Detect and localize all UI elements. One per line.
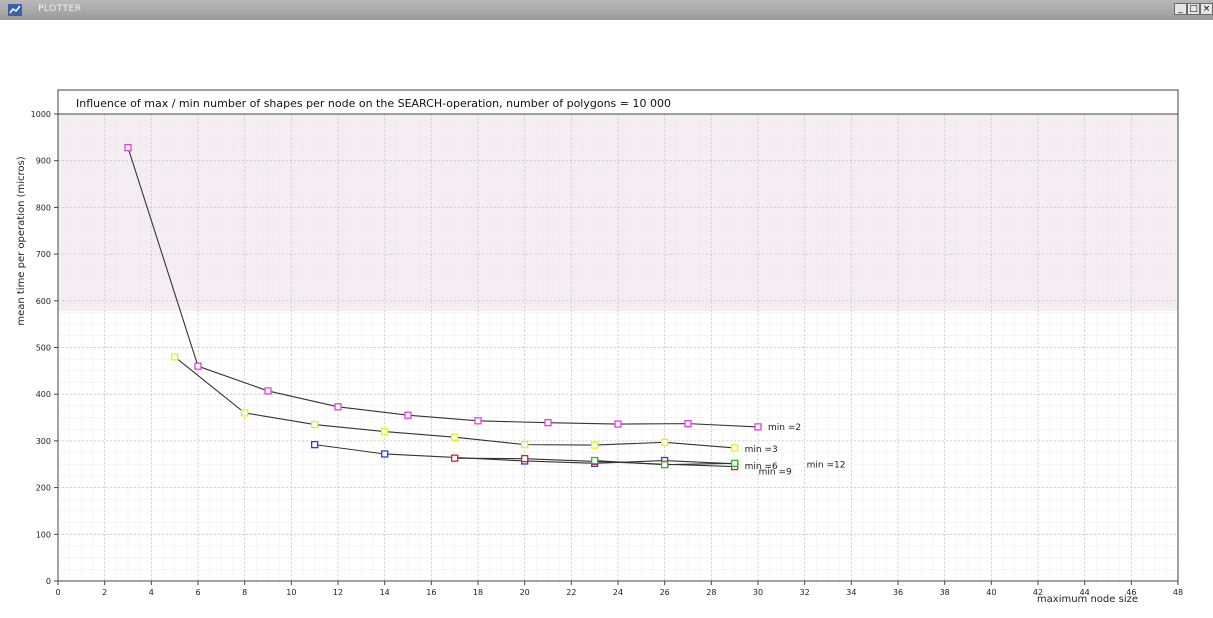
- x-tick-label: 46: [1126, 588, 1136, 597]
- y-tick-label: 900: [36, 157, 51, 166]
- x-tick-label: 2: [102, 588, 107, 597]
- y-tick-label: 100: [36, 530, 51, 539]
- data-point: [451, 454, 459, 462]
- y-tick-label: 800: [36, 203, 51, 212]
- data-point: [474, 417, 482, 425]
- data-point: [614, 420, 622, 428]
- y-axis-ticks: 0 100 200 300 400 500 600 700 800 900 1000: [31, 110, 58, 586]
- close-button[interactable]: ×: [1200, 3, 1213, 15]
- data-point: [731, 444, 739, 452]
- y-tick-label: 500: [36, 344, 51, 353]
- x-tick-label: 12: [333, 588, 343, 597]
- x-tick-label: 44: [1080, 588, 1090, 597]
- y-tick-label: 300: [36, 437, 51, 446]
- x-tick-label: 48: [1173, 588, 1183, 597]
- series-5: min =12: [591, 456, 846, 470]
- data-point: [194, 362, 202, 370]
- y-tick-label: 700: [36, 250, 51, 259]
- y-tick-label: 400: [36, 390, 51, 399]
- x-tick-label: 14: [380, 588, 390, 597]
- x-tick-label: 10: [286, 588, 296, 597]
- x-tick-label: 36: [893, 588, 903, 597]
- data-point: [684, 419, 692, 428]
- data-point: [661, 461, 669, 469]
- y-tick-label: 200: [36, 484, 51, 493]
- x-tick-label: 38: [940, 588, 950, 597]
- data-point: [591, 441, 599, 449]
- data-point: [731, 459, 739, 467]
- y-tick-label: 1000: [31, 110, 51, 119]
- x-tick-label: 8: [242, 588, 247, 597]
- x-tick-label: 4: [149, 588, 154, 597]
- data-point: [591, 456, 599, 465]
- window-title: PLOTTER: [38, 4, 82, 14]
- x-tick-label: 6: [195, 588, 200, 597]
- x-tick-label: 18: [473, 588, 483, 597]
- x-tick-label: 28: [706, 588, 716, 597]
- data-point: [451, 433, 459, 441]
- x-tick-label: 0: [55, 588, 60, 597]
- series-line: [127, 147, 759, 428]
- line-chart: Influence of max / min number of shapes …: [16, 89, 1183, 605]
- data-point: [661, 438, 669, 446]
- data-point: [521, 440, 529, 449]
- data-point: [241, 409, 249, 417]
- data-point: [544, 419, 552, 427]
- x-tick-label: 40: [986, 588, 996, 597]
- data-point: [381, 427, 389, 436]
- series-label: min =9: [759, 468, 792, 478]
- x-tick-label: 34: [846, 588, 856, 597]
- x-axis-ticks: 0 2 4 6 8 10 12 14 16 18 20 22 24 26 28 30 32 34 36 38 40 42 4…: [55, 581, 1183, 597]
- app-icon: [8, 4, 22, 16]
- series-label: min =2: [768, 423, 801, 433]
- x-tick-label: 32: [800, 588, 810, 597]
- minimize-button[interactable]: _: [1174, 3, 1187, 15]
- maximize-button[interactable]: □: [1187, 3, 1200, 15]
- data-point: [404, 411, 412, 419]
- x-tick-label: 42: [1033, 588, 1043, 597]
- data-point: [311, 440, 319, 449]
- series-label: min =12: [807, 460, 846, 470]
- series-line: [314, 444, 735, 465]
- x-tick-label: 30: [753, 588, 763, 597]
- y-tick-label: 600: [36, 297, 51, 306]
- series-1: min =2: [124, 143, 801, 433]
- x-tick-label: 26: [660, 588, 670, 597]
- data-point: [171, 353, 179, 361]
- series-label: min =6: [745, 462, 778, 472]
- data-point: [381, 450, 389, 458]
- data-point: [754, 423, 762, 431]
- chart-area: Influence of max / min number of shapes …: [0, 20, 1213, 614]
- data-point: [124, 143, 132, 152]
- y-tick-label: 0: [46, 577, 51, 586]
- x-tick-label: 16: [426, 588, 436, 597]
- data-point: [264, 387, 272, 395]
- x-tick-label: 24: [613, 588, 623, 597]
- window-titlebar[interactable]: PLOTTER _ □ ×: [0, 0, 1213, 20]
- x-tick-label: 22: [566, 588, 576, 597]
- series-2: min =3: [171, 353, 778, 455]
- data-point: [334, 403, 342, 411]
- x-tick-label: 20: [520, 588, 530, 597]
- data-point: [311, 420, 319, 429]
- x-axis-label: maximum node size: [1037, 594, 1138, 605]
- data-point: [521, 454, 529, 463]
- series-label: min =3: [745, 445, 778, 455]
- title-box: [57, 89, 1179, 115]
- chart-title: Influence of max / min number of shapes …: [76, 97, 671, 110]
- series-4: min =9: [451, 454, 792, 478]
- y-axis-label: mean time per operation (micros): [16, 156, 27, 325]
